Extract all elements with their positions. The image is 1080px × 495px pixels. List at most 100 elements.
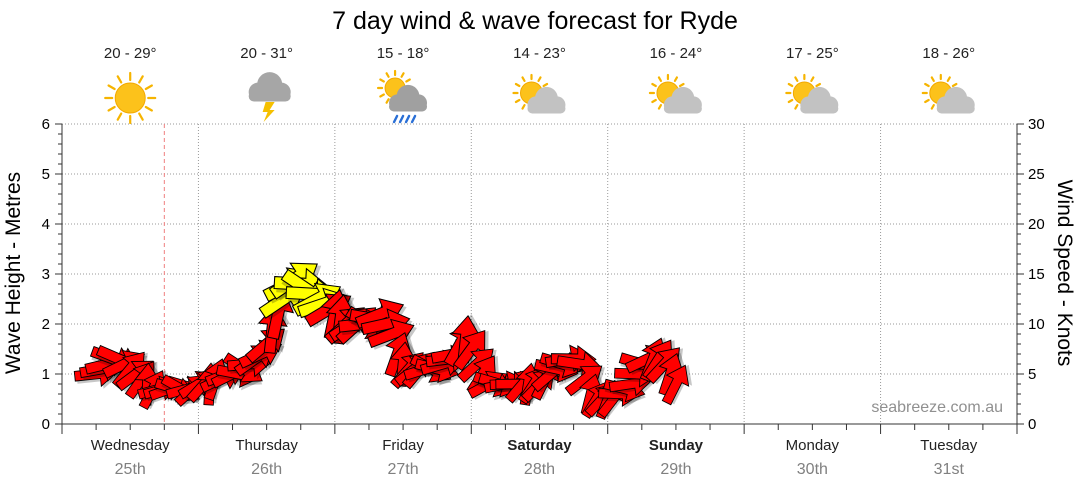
sun-ray: [138, 112, 144, 121]
rain-drop: [392, 114, 399, 124]
day-temp-label: 15 - 18°: [377, 45, 430, 62]
sun-ray: [537, 76, 542, 82]
cloud-shape: [663, 86, 702, 114]
sun-ray: [651, 98, 657, 104]
sun-ray: [924, 98, 930, 104]
lightning-bolt: [262, 102, 275, 122]
cloud-base: [800, 103, 839, 114]
day-temp-label: 20 - 31°: [240, 45, 293, 62]
sun-ray: [794, 76, 799, 82]
day-date-label: 26th: [251, 461, 282, 478]
partly-cloudy-icon: [921, 73, 975, 114]
y-tick-label-left: 3: [42, 266, 50, 283]
y-tick-label-right: 20: [1028, 216, 1045, 233]
sun-ray: [787, 82, 794, 88]
sun-ray: [657, 76, 663, 82]
day-temp-label: 20 - 29°: [104, 45, 157, 62]
sun-ray: [405, 78, 411, 83]
rain-drop: [404, 114, 411, 124]
day-date-label: 25th: [115, 461, 146, 478]
sun-ray: [107, 105, 116, 112]
sun-icon: [104, 71, 157, 125]
cloud-base: [248, 91, 291, 102]
day-name-label: Saturday: [507, 437, 572, 454]
sun-ray: [657, 104, 663, 110]
sun-ray: [144, 105, 153, 112]
sun-ray: [951, 82, 958, 88]
y-tick-label-left: 2: [42, 316, 50, 333]
chart-title: 7 day wind & wave forecast for Ryde: [332, 7, 738, 35]
wind-arrow-body: [661, 364, 690, 406]
day-temp-label: 17 - 25°: [786, 45, 839, 62]
sun-ray: [930, 104, 935, 110]
wind-arrows: [73, 262, 693, 420]
sun-ray: [385, 98, 390, 104]
sun-ray: [144, 84, 153, 91]
partly-cloudy-icon: [785, 73, 839, 114]
wind-arrow: [661, 364, 693, 406]
cloud-shape: [527, 86, 566, 114]
sun-ray: [521, 104, 526, 110]
y-tick-label-right: 0: [1028, 416, 1036, 433]
day-temp-label: 18 - 26°: [922, 45, 975, 62]
partly-cloudy-icon: [512, 73, 566, 114]
sun-ray: [521, 76, 526, 82]
cloud-base: [936, 103, 975, 114]
day-name-label: Tuesday: [920, 437, 977, 454]
y-tick-label-left: 6: [42, 116, 50, 133]
sun-ray: [116, 75, 123, 84]
sun-ray: [794, 104, 799, 110]
y-tick-label-right: 10: [1028, 316, 1045, 333]
sun-ray: [400, 72, 405, 78]
y-tick-label-right: 15: [1028, 266, 1045, 283]
day-date-label: 29th: [660, 461, 691, 478]
y-axis-label-left: Wave Height - Metres: [2, 172, 25, 374]
sun-ray: [107, 84, 116, 91]
day-date-label: 31st: [934, 461, 965, 478]
storm-cloud-icon: [248, 72, 291, 122]
cloud-shape: [800, 86, 839, 114]
day-temp-label: 14 - 23°: [513, 45, 566, 62]
day-name-label: Thursday: [235, 437, 298, 454]
rain-drop: [398, 114, 405, 124]
cloud-shape: [389, 84, 428, 112]
y-tick-label-left: 0: [42, 416, 50, 433]
y-tick-label-left: 1: [42, 366, 50, 383]
sun-ray: [116, 112, 123, 121]
day-date-label: 27th: [388, 461, 419, 478]
day-name-label: Wednesday: [91, 437, 170, 454]
cloud-base: [389, 101, 428, 112]
sun-ray: [678, 82, 685, 88]
sun-ray: [673, 76, 679, 82]
wind-arrow-body: [452, 329, 486, 372]
y-tick-label-right: 25: [1028, 166, 1045, 183]
y-tick-label-right: 5: [1028, 366, 1036, 383]
axes: 0 1 2 3 4 5 6 0 5 10 15 20 25 30: [42, 116, 1045, 434]
watermark: seabreeze.com.au: [871, 399, 1003, 416]
wind-arrow: [452, 329, 489, 372]
day-name-label: Friday: [382, 437, 424, 454]
sun-ray: [651, 82, 657, 88]
weather-icons: [104, 69, 975, 125]
sun-shape: [104, 71, 157, 125]
wind-arrow-body: [564, 365, 603, 397]
sun-ray: [542, 82, 549, 88]
cloud-shape: [248, 72, 291, 102]
day-name-label: Sunday: [649, 437, 704, 454]
cloud-shape: [936, 86, 975, 114]
sun-ray: [379, 78, 385, 83]
sun-ray: [514, 82, 521, 88]
sun-ray: [930, 76, 935, 82]
y-axis-label-right: Wind Speed - Knots: [1053, 180, 1076, 367]
partly-cloudy-icon: [648, 73, 702, 114]
sun-disc: [114, 82, 146, 114]
day-name-label: Monday: [786, 437, 840, 454]
day-temp-label: 16 - 24°: [650, 45, 703, 62]
sun-ray: [924, 82, 930, 88]
day-labels: Wednesday 25th 20 - 29° Thursday 26th 20 - 31…: [91, 45, 978, 478]
y-tick-label-right: 30: [1028, 116, 1045, 133]
sun-ray: [379, 93, 385, 98]
y-tick-label-left: 5: [42, 166, 50, 183]
